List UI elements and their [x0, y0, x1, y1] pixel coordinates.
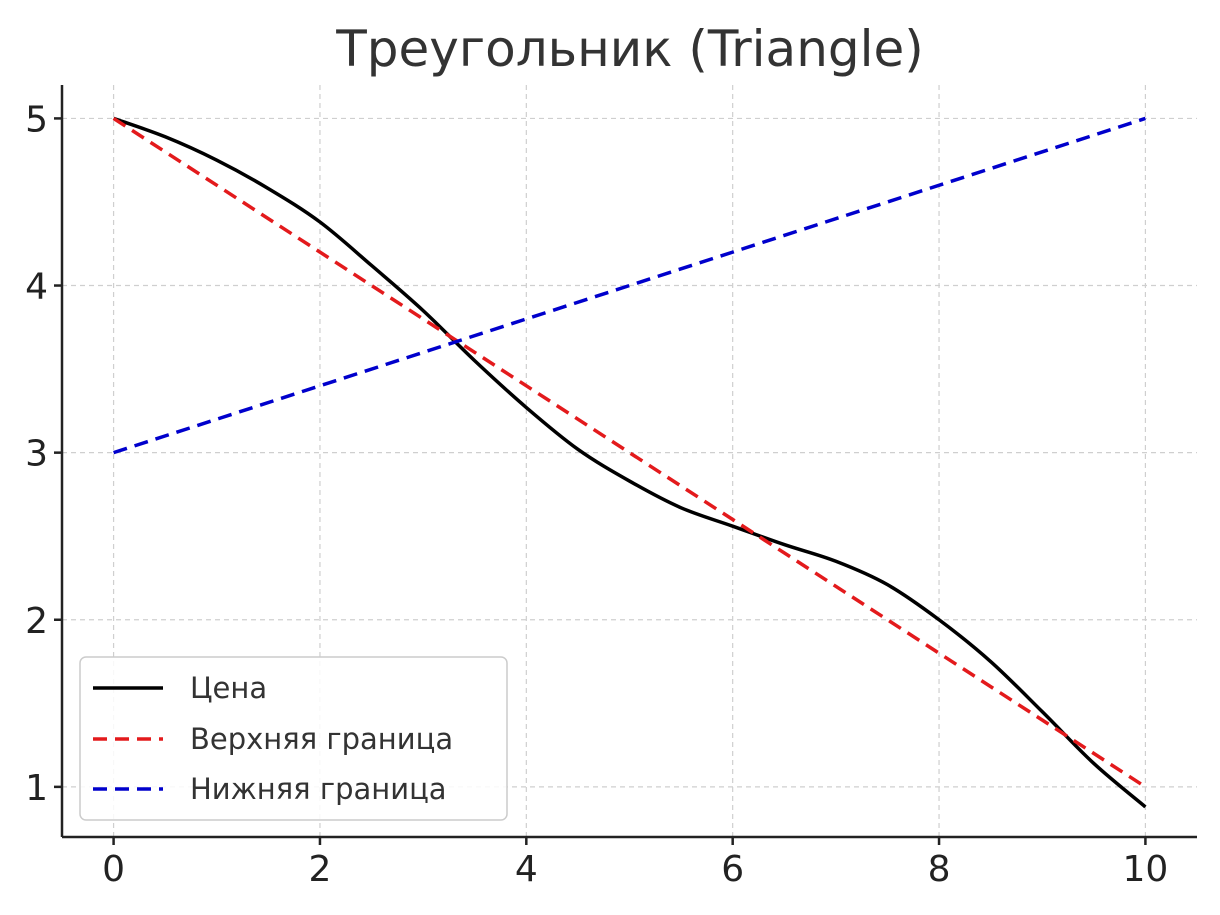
- chart-title: Треугольник (Triangle): [335, 20, 924, 78]
- y-tick-label: 4: [25, 267, 48, 308]
- x-tick-label: 10: [1123, 849, 1169, 890]
- y-tick-label: 2: [25, 601, 48, 642]
- legend-box: [79, 656, 508, 821]
- legend-label-upper: Верхняя граница: [190, 722, 453, 756]
- legend-label-price: Цена: [190, 671, 267, 705]
- x-axis-ticks: 0 2 4 6 8 10: [102, 837, 1168, 890]
- legend-label-lower: Нижняя граница: [190, 772, 447, 806]
- x-tick-label: 6: [721, 849, 744, 890]
- grid: [62, 85, 1197, 837]
- series-layer: [112, 116, 1147, 809]
- x-tick-label: 0: [102, 849, 125, 890]
- y-tick-label: 1: [25, 768, 48, 809]
- y-tick-label: 5: [25, 99, 48, 140]
- y-tick-label: 3: [25, 434, 48, 475]
- series-line-upper-bound: [112, 116, 1147, 789]
- legend: Цена Верхняя граница Нижняя граница: [79, 656, 508, 821]
- x-tick-label: 8: [928, 849, 951, 890]
- x-tick-label: 2: [309, 849, 332, 890]
- series-line-price: [113, 116, 1147, 809]
- x-tick-label: 4: [515, 849, 538, 890]
- series-line-lower-bound: [113, 116, 1146, 455]
- y-axis-ticks: 1 2 3 4 5: [25, 99, 62, 809]
